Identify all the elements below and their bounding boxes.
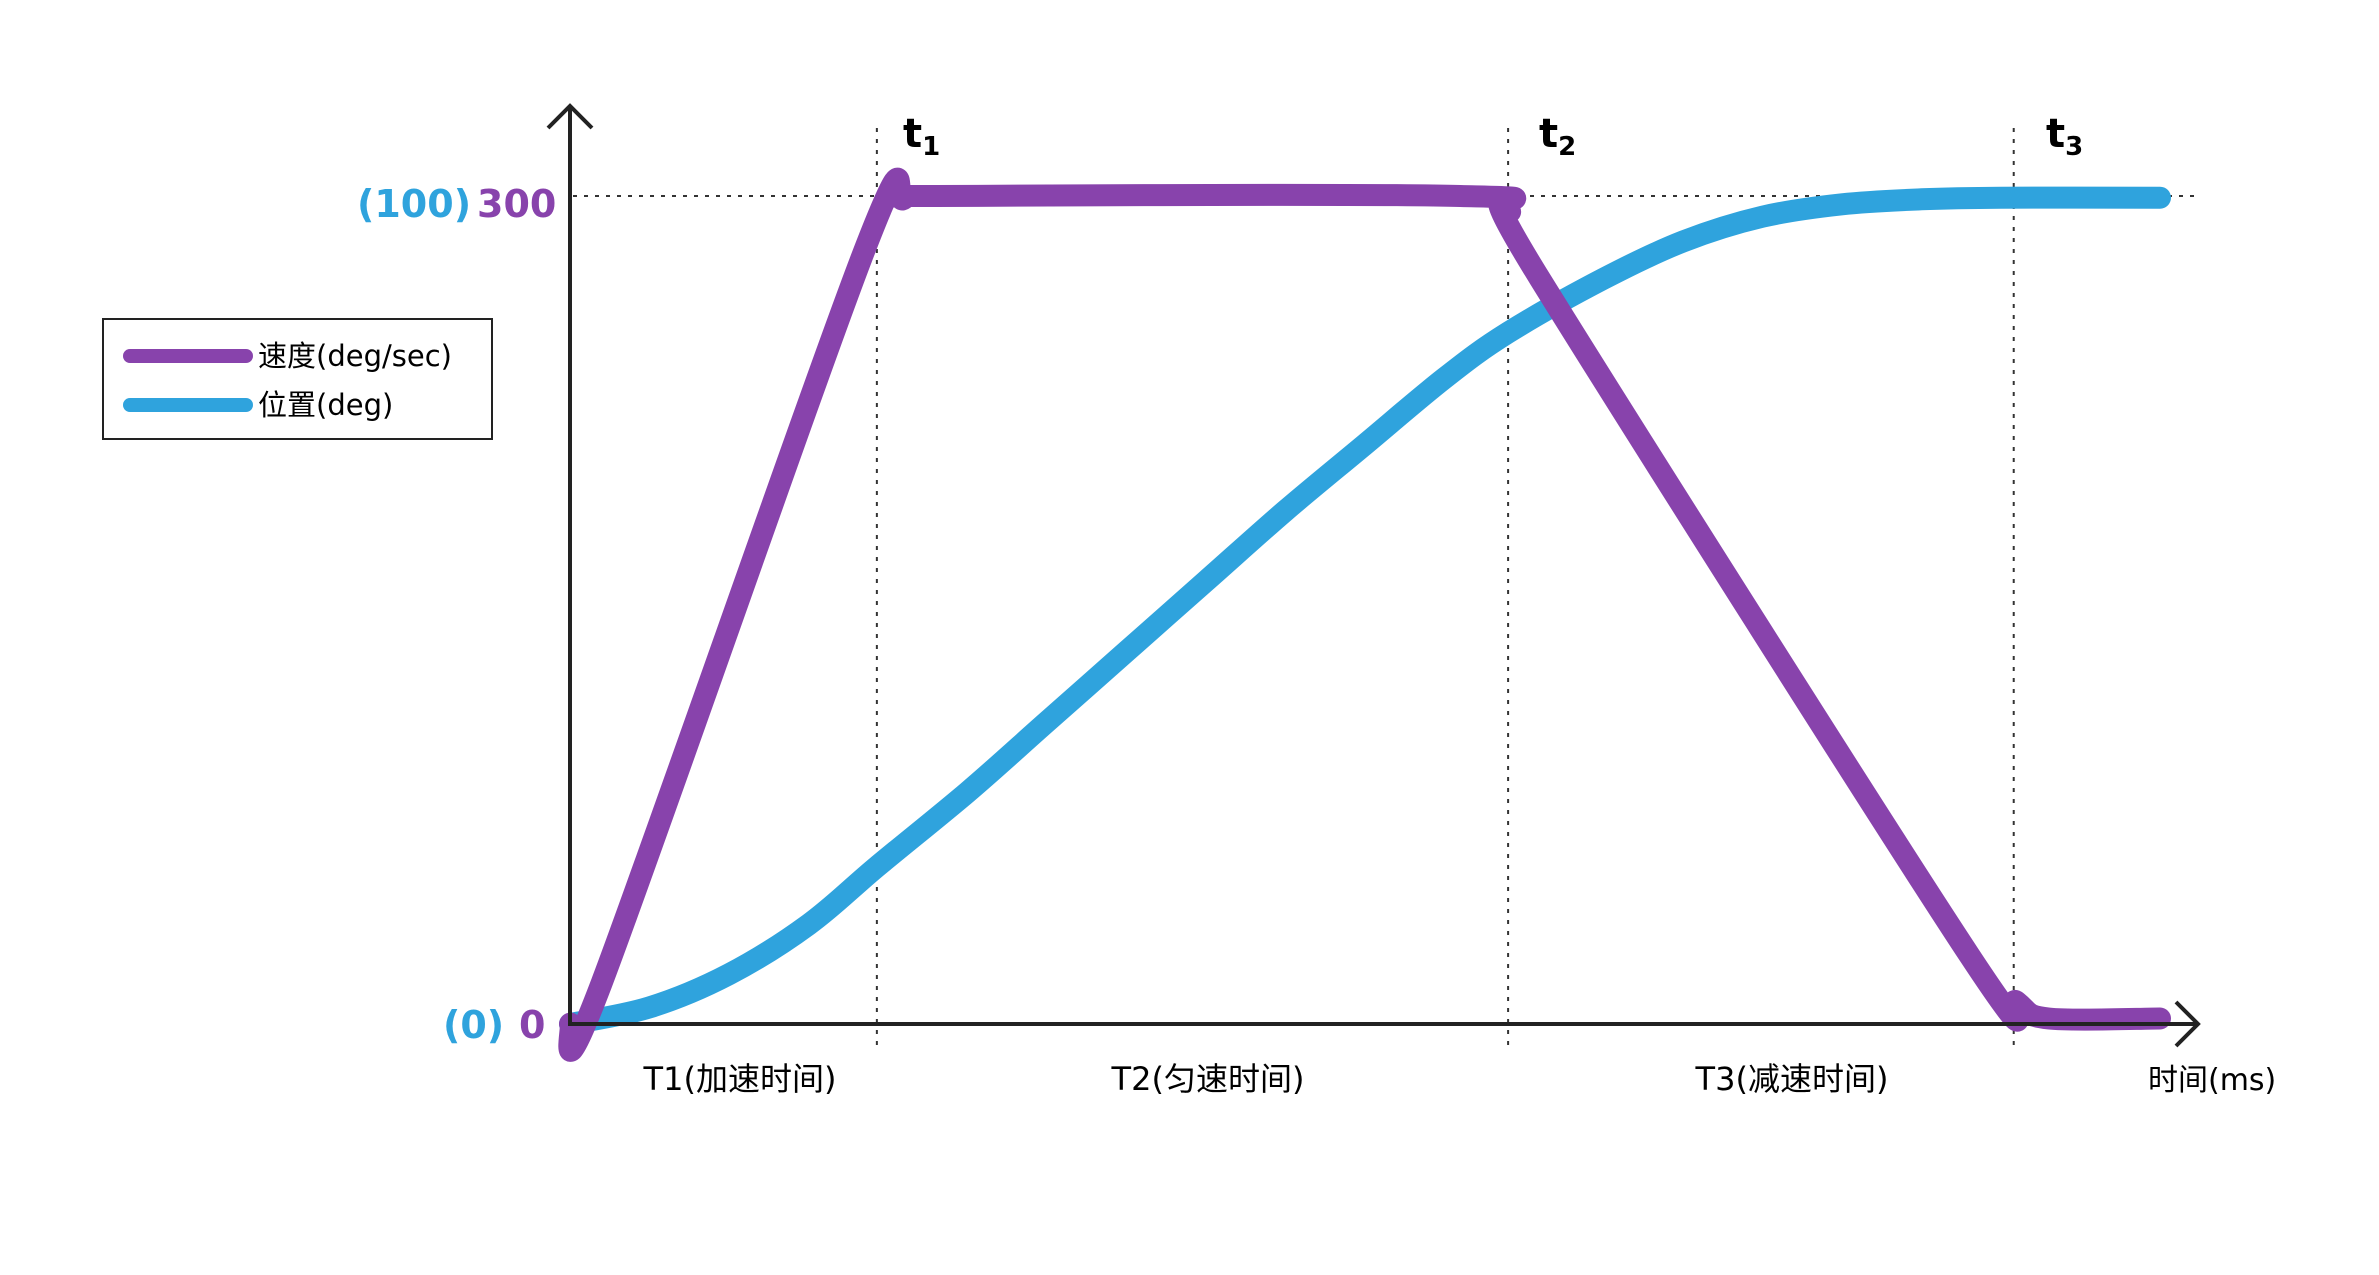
legend-box: [102, 318, 493, 440]
marker-label-t1: t1: [903, 111, 940, 162]
x-axis-arrow-icon: [2174, 1000, 2201, 1048]
y-axis-arrow-icon: [546, 103, 594, 130]
marker-label-t2: t2: [1539, 111, 1576, 162]
legend: 速度(deg/sec) 位置(deg): [102, 318, 493, 440]
legend-position-label: 位置(deg): [258, 388, 393, 422]
y-top-position-label: (100): [357, 182, 471, 226]
marker-label-t3: t3: [2046, 111, 2083, 162]
y-zero-velocity-label: 0: [519, 1003, 545, 1047]
legend-velocity-label: 速度(deg/sec): [258, 339, 452, 373]
position-series-line: [559, 186, 2171, 1035]
phase-label-t1: T1(加速时间): [643, 1060, 837, 1098]
phase-label-t3: T3(减速时间): [1695, 1060, 1889, 1098]
phase-label-t2: T2(匀速时间): [1111, 1060, 1305, 1098]
y-zero-position-label: (0): [443, 1003, 504, 1047]
x-axis-label: 时间(ms): [2148, 1063, 2276, 1098]
y-top-velocity-label: 300: [477, 182, 556, 226]
velocity-series-line: [558, 167, 2171, 1062]
